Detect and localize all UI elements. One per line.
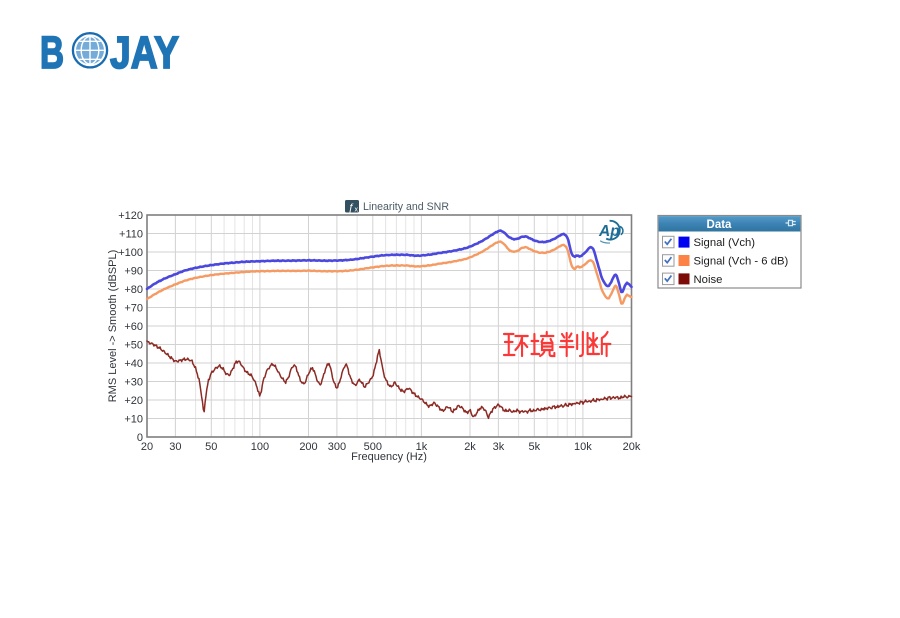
svg-text:30: 30 xyxy=(169,441,181,453)
svg-text:+60: +60 xyxy=(124,321,143,333)
svg-text:JAY: JAY xyxy=(110,27,179,78)
svg-text:+40: +40 xyxy=(124,358,143,370)
svg-text:50: 50 xyxy=(205,441,217,453)
svg-text:+10: +10 xyxy=(124,414,143,426)
svg-text:+100: +100 xyxy=(118,247,143,259)
svg-text:x: x xyxy=(355,207,359,214)
svg-text:Signal (Vch - 6 dB): Signal (Vch - 6 dB) xyxy=(694,256,789,268)
svg-text:5k: 5k xyxy=(528,441,540,453)
svg-text:+30: +30 xyxy=(124,377,143,389)
svg-text:1k: 1k xyxy=(416,441,428,453)
svg-text:2k: 2k xyxy=(464,441,476,453)
svg-text:Data: Data xyxy=(707,219,733,231)
svg-text:Linearity and SNR: Linearity and SNR xyxy=(363,201,449,213)
svg-text:Noise: Noise xyxy=(694,274,723,286)
svg-text:300: 300 xyxy=(328,441,346,453)
svg-text:10k: 10k xyxy=(574,441,592,453)
svg-text:Signal (Vch): Signal (Vch) xyxy=(694,237,756,249)
svg-text:0: 0 xyxy=(137,432,143,444)
svg-text:Ap: Ap xyxy=(598,223,620,240)
svg-text:+90: +90 xyxy=(124,266,143,278)
svg-text:500: 500 xyxy=(364,441,382,453)
svg-text:+50: +50 xyxy=(124,340,143,352)
svg-text:+120: +120 xyxy=(118,210,143,222)
svg-text:20k: 20k xyxy=(623,441,641,453)
svg-text:B: B xyxy=(40,27,64,78)
svg-text:+20: +20 xyxy=(124,395,143,407)
svg-text:ƒ: ƒ xyxy=(348,202,354,214)
svg-text:+70: +70 xyxy=(124,303,143,315)
svg-text:200: 200 xyxy=(299,441,317,453)
svg-text:20: 20 xyxy=(141,441,153,453)
svg-text:Frequency (Hz): Frequency (Hz) xyxy=(351,451,427,463)
svg-text:3k: 3k xyxy=(493,441,505,453)
svg-text:100: 100 xyxy=(251,441,269,453)
svg-text:RMS Level -> Smooth (dBSPL): RMS Level -> Smooth (dBSPL) xyxy=(107,250,119,403)
svg-text:+110: +110 xyxy=(119,229,143,241)
svg-text:+80: +80 xyxy=(124,284,143,296)
